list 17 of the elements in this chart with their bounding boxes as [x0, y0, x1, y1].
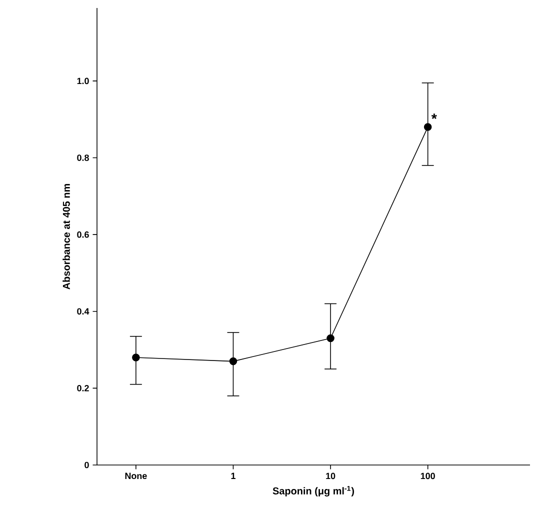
y-tick-label: 0.8 [77, 154, 89, 161]
y-tick-label: 0.2 [77, 385, 89, 392]
y-tick-label: 0.4 [77, 308, 90, 315]
annotation: * [431, 114, 437, 119]
point [132, 354, 140, 362]
point [326, 334, 334, 342]
y-tick-label: 1.0 [77, 78, 89, 84]
y-tick-label: 0.6 [77, 231, 89, 238]
point [229, 357, 238, 366]
y-tick-label: 0 [84, 462, 89, 468]
point [424, 123, 432, 131]
x-tick-label: 100 [420, 472, 435, 480]
x-tick-label: None [125, 472, 147, 480]
x-axis-title: Saponin (μg ml$^{-1}$) [272, 486, 354, 496]
y-axis-title: Absorbance at 405 nm [62, 184, 70, 290]
x-tick-label: 10 [326, 472, 336, 480]
x-tick-label: 1 [231, 472, 236, 479]
